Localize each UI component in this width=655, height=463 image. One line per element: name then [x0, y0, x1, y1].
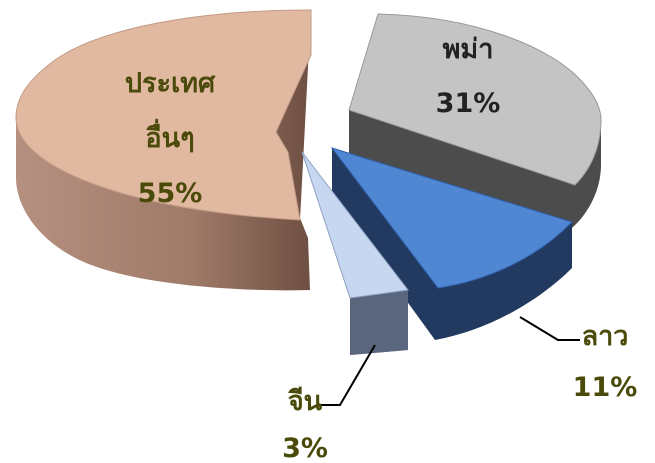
label-myanmar-name: พม่า: [443, 34, 494, 65]
slice-china-top: [301, 151, 409, 299]
slice-laos-side: [332, 148, 572, 340]
label-china-name: จีน: [288, 386, 323, 417]
label-china-value: 3%: [282, 433, 328, 463]
label-other-value: 55%: [138, 178, 203, 209]
label-myanmar-value: 31%: [436, 88, 501, 119]
label-other-line1: ประเทศ: [125, 68, 216, 99]
leader-line-laos: [519, 316, 580, 341]
slice-other-top: [15, 9, 312, 221]
label-other-line2: อื่นๆ: [145, 118, 194, 154]
label-laos-value: 11%: [573, 372, 638, 403]
leader-line-china: [320, 344, 376, 406]
slice-myanmar-side: [349, 110, 601, 228]
slice-other-side: [16, 10, 311, 291]
slice-other: [15, 9, 312, 291]
slice-myanmar: [348, 13, 602, 228]
slice-china: [301, 151, 409, 355]
slice-laos-top: [330, 147, 573, 289]
slice-myanmar-top: [348, 13, 602, 186]
label-laos-name: ลาว: [582, 321, 629, 352]
slice-china-front: [350, 290, 408, 355]
slice-laos: [330, 147, 573, 340]
